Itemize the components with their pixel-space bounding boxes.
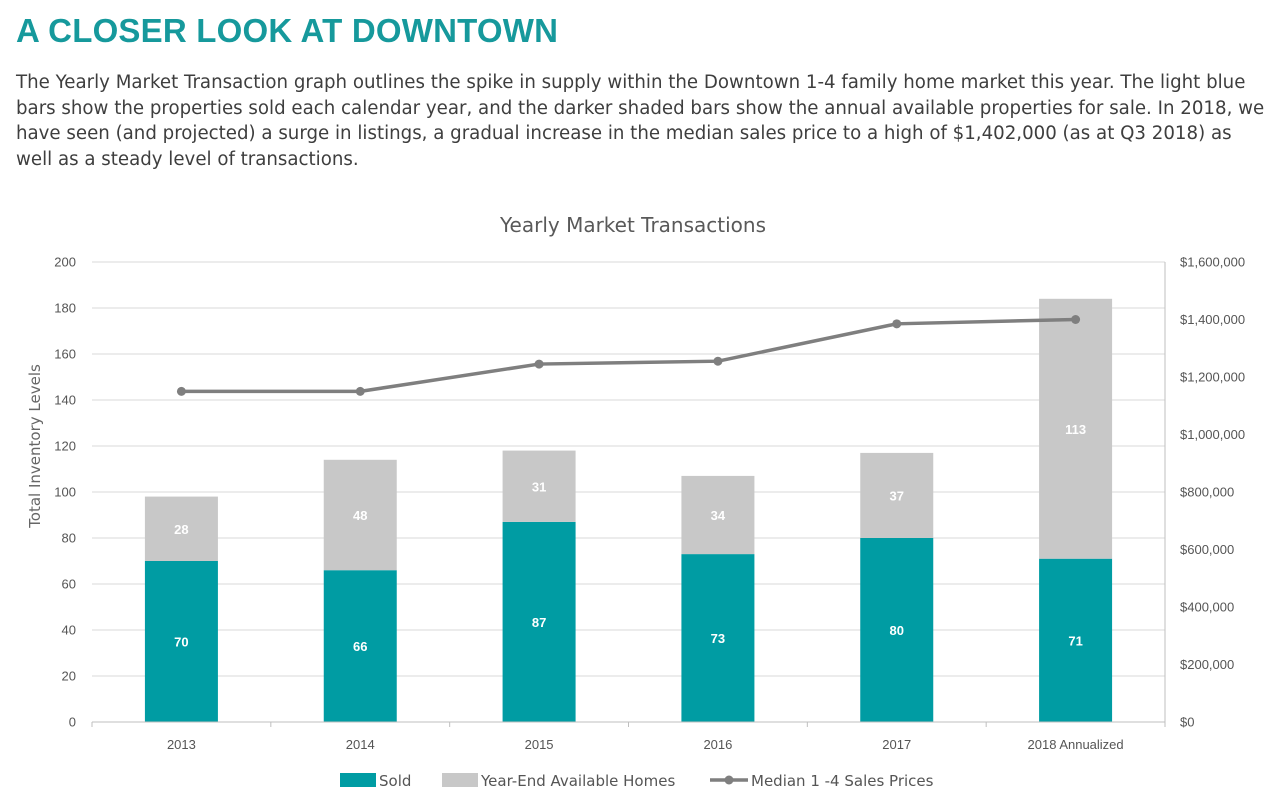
y2-tick-label: $400,000 (1180, 600, 1234, 615)
bar-available (681, 475, 755, 555)
data-label-sold: 87 (532, 615, 546, 630)
y-tick-label: 140 (54, 393, 76, 408)
intro-paragraph: The Yearly Market Transaction graph outl… (16, 72, 1265, 170)
y2-tick-label: $0 (1180, 715, 1194, 730)
legend-swatch-available (442, 773, 478, 787)
data-label-available: 113 (1065, 422, 1086, 437)
x-tick-label: 2013 (167, 737, 196, 752)
y2-tick-label: $200,000 (1180, 657, 1234, 672)
bar-available (502, 450, 576, 522)
y2-tick-label: $1,600,000 (1180, 255, 1245, 270)
median-price-point (713, 356, 723, 366)
data-label-sold: 66 (353, 639, 367, 654)
median-price-point (892, 319, 902, 329)
x-tick-label: 2014 (346, 737, 375, 752)
legend-marker-price (724, 775, 734, 785)
bar-sold (144, 561, 218, 722)
median-price-point (1071, 315, 1081, 324)
y-tick-label: 180 (54, 301, 76, 316)
bar-sold (860, 538, 934, 722)
y2-tick-label: $1,000,000 (1180, 427, 1245, 442)
y2-tick-label: $800,000 (1180, 485, 1234, 500)
legend-label-sold: Sold (379, 772, 411, 790)
price-line (176, 315, 1081, 396)
median-price-line (181, 317, 1076, 394)
data-label-available: 28 (174, 522, 188, 537)
y-axis-label: Total Inventory Levels (26, 364, 44, 529)
y2-tick-label: $1,200,000 (1180, 370, 1245, 385)
y2-tick-label: $600,000 (1180, 542, 1234, 557)
bar-available (860, 452, 934, 538)
y-tick-label: 20 (62, 669, 76, 684)
x-tick-label: 2017 (882, 737, 911, 752)
y-tick-label: 160 (54, 347, 76, 362)
y2-tick-label: $1,400,000 (1180, 312, 1245, 327)
data-label-available: 31 (532, 479, 546, 494)
y-tick-label: 100 (54, 485, 76, 500)
bar-sold (323, 570, 397, 722)
bar-available (323, 459, 397, 571)
data-label-sold: 70 (174, 635, 188, 650)
y-tick-label: 40 (62, 623, 76, 638)
y-tick-label: 120 (54, 439, 76, 454)
bar-available (144, 496, 218, 561)
median-price-point (176, 386, 186, 396)
median-price-point (355, 386, 365, 396)
data-label-sold: 73 (711, 631, 725, 646)
axes: 0 20 40 60 80 100 120 140 160 180 200 $0 $200,000 $40… (54, 255, 1245, 753)
bar-sold (502, 521, 576, 722)
gridlines (92, 261, 1165, 677)
y-tick-label: 0 (69, 715, 76, 730)
data-label-available: 37 (890, 488, 904, 503)
x-tick-label: 2018 Annualized (1028, 737, 1124, 752)
data-label-sold: 71 (1068, 633, 1082, 648)
bars: 70 28 66 48 87 31 73 34 80 37 71 113 (144, 298, 1113, 722)
x-tick-label: 2016 (703, 737, 732, 752)
bar-sold (1039, 558, 1113, 722)
data-label-available: 48 (353, 508, 367, 523)
y-tick-label: 60 (62, 577, 76, 592)
y-tick-label: 200 (54, 255, 76, 270)
legend-label-available: Year-End Available Homes (480, 772, 675, 790)
y-tick-label: 80 (62, 531, 76, 546)
bar-available (1039, 298, 1113, 559)
page-heading: A CLOSER LOOK AT DOWNTOWN (16, 12, 559, 49)
bar-sold (681, 554, 755, 722)
legend: Sold Year-End Available Homes Median 1 -4 … (340, 772, 934, 790)
chart-title: Yearly Market Transactions (499, 213, 766, 237)
median-price-point (534, 359, 544, 369)
legend-label-price: Median 1 -4 Sales Prices (751, 772, 934, 790)
legend-swatch-sold (340, 773, 376, 787)
data-label-available: 34 (711, 508, 726, 523)
data-label-sold: 80 (890, 623, 904, 638)
x-tick-label: 2015 (525, 737, 554, 752)
